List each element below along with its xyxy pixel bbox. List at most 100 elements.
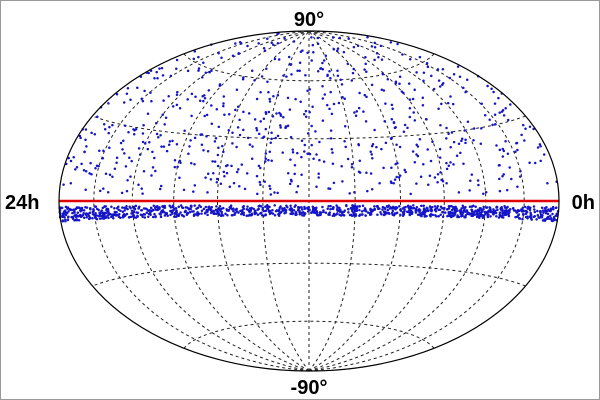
data-point [236,105,240,109]
data-point [264,209,268,213]
data-point [160,145,163,148]
data-point [195,212,198,215]
data-point [79,210,82,213]
data-point [169,74,173,78]
data-point [222,104,225,108]
data-point [536,209,539,213]
data-point [409,192,412,196]
data-point [301,214,304,217]
data-point [502,149,506,153]
data-point [479,207,482,210]
data-point [352,207,356,211]
data-point [82,209,86,212]
data-point [202,149,205,152]
data-point [220,210,223,214]
data-point [154,208,157,211]
data-point [283,208,286,211]
data-point [389,180,393,183]
data-point [300,139,304,142]
data-point [279,126,282,129]
data-point [539,215,543,219]
data-point [94,166,97,170]
data-point [234,211,237,214]
data-point [70,215,73,219]
data-point [289,207,293,210]
data-point [438,156,442,159]
data-point [398,75,402,79]
data-point [504,140,507,143]
data-point [200,143,204,147]
data-point [252,207,256,211]
data-point [415,71,418,74]
data-point [331,151,334,154]
data-point [96,115,99,119]
data-point [171,204,175,207]
data-point [264,205,267,208]
data-point [424,118,428,121]
data-point [422,204,425,208]
data-point [64,213,68,217]
data-point [425,206,429,210]
data-point [351,214,355,217]
data-point [422,71,426,74]
data-point [234,42,237,45]
data-point [134,128,138,131]
data-point [497,216,501,219]
data-point [521,217,524,221]
data-point [102,216,106,219]
data-point [478,210,481,213]
data-point [470,205,474,208]
data-point [455,154,459,157]
data-point [321,61,324,65]
data-point [264,157,268,161]
data-point [269,141,272,144]
data-point [154,205,158,209]
data-point [222,95,226,98]
data-point [336,47,340,50]
data-point [233,213,236,216]
data-point [402,130,406,134]
data-point [266,37,269,40]
data-point [83,150,86,153]
data-point [456,65,460,68]
data-point [306,51,309,55]
data-point [67,156,70,160]
data-point [344,145,347,149]
data-point [212,212,216,216]
data-point [339,214,343,217]
data-point [74,168,77,171]
data-point [197,55,200,59]
data-point [315,206,318,210]
data-point [363,93,367,97]
data-point [468,189,471,192]
data-point [421,104,425,107]
data-point [447,211,450,214]
data-point [147,215,150,218]
data-point [93,205,97,208]
data-point [430,74,433,78]
data-point [329,129,333,132]
data-point [551,205,555,209]
data-point [106,190,110,194]
data-point [113,167,117,170]
data-point [141,192,144,195]
data-point [371,156,374,160]
data-point [524,215,528,219]
data-point [504,206,507,210]
data-point [271,208,274,212]
data-point [115,211,118,214]
data-point [262,209,266,213]
data-point [255,126,258,130]
data-point [470,214,473,218]
data-point [268,100,272,103]
data-point [124,165,128,168]
data-point [296,184,300,188]
data-point [241,208,244,212]
data-point [434,213,437,217]
data-point [300,208,304,211]
data-point [219,214,223,218]
data-point [141,132,145,135]
data-point [149,206,153,210]
data-point [493,102,497,105]
